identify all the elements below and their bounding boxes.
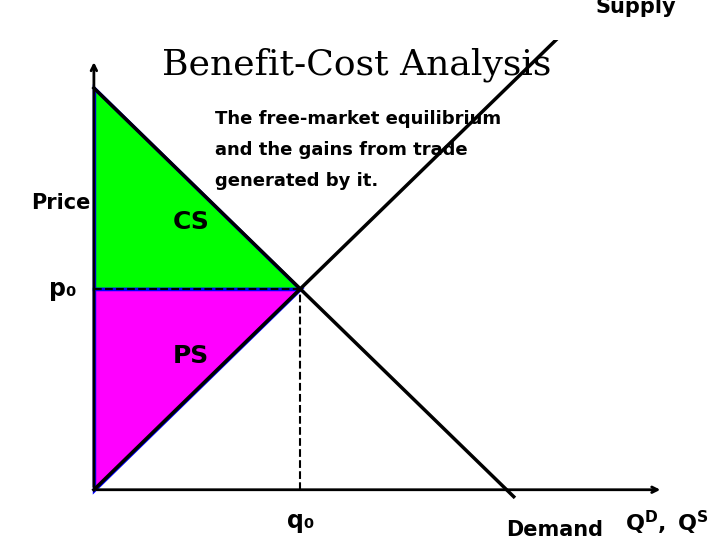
Text: Benefit-Cost Analysis: Benefit-Cost Analysis [163,48,552,82]
Text: CS: CS [173,210,210,234]
Text: q₀: q₀ [287,509,314,533]
Text: The free-market equilibrium: The free-market equilibrium [215,110,501,127]
Text: Supply: Supply [595,0,676,17]
Text: Demand: Demand [507,520,603,540]
Text: and the gains from trade: and the gains from trade [215,140,467,159]
Polygon shape [94,88,300,289]
Text: $\mathbf{Q^D}$$\mathbf{,\ Q^S}$: $\mathbf{Q^D}$$\mathbf{,\ Q^S}$ [625,509,708,537]
Polygon shape [94,289,300,490]
Text: p₀: p₀ [49,277,76,301]
Text: Price: Price [31,193,90,213]
Text: PS: PS [173,344,210,368]
Text: generated by it.: generated by it. [215,172,378,190]
